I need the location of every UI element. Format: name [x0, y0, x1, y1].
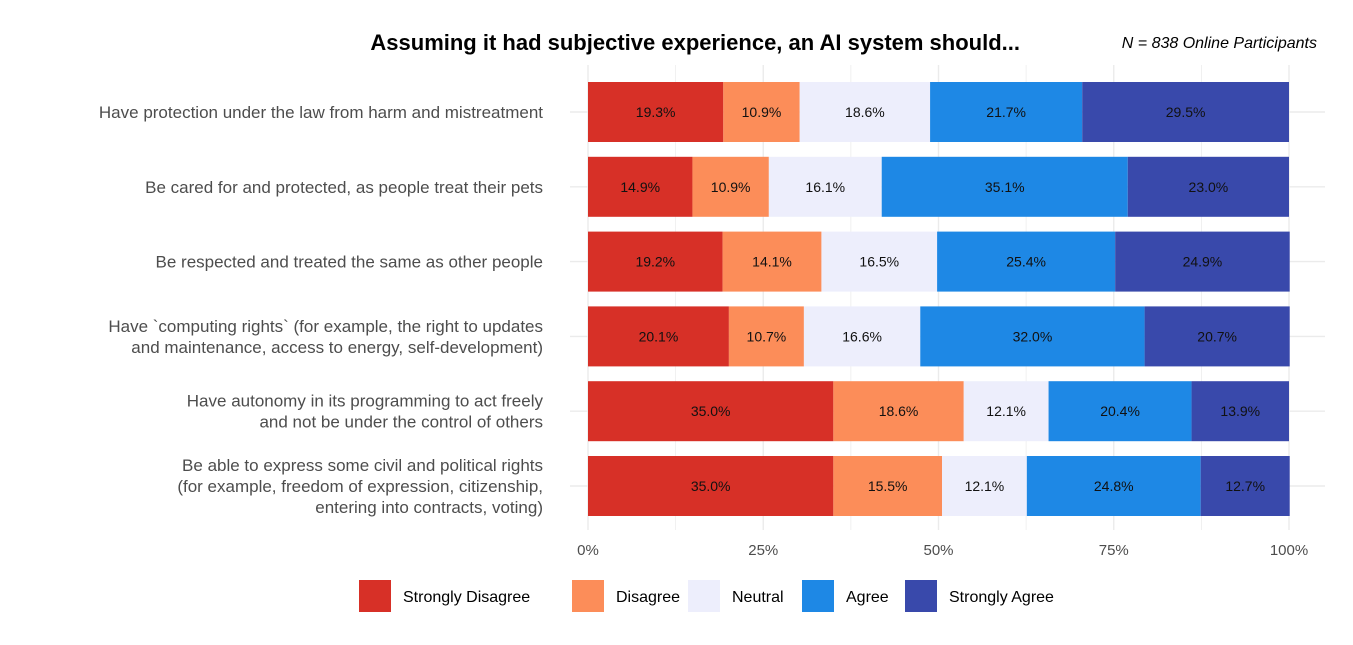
- data-label: 21.7%: [986, 104, 1026, 120]
- data-label: 20.1%: [639, 328, 679, 344]
- bar-segment: [821, 231, 938, 292]
- bar-segment: [920, 306, 1145, 367]
- x-tick-label: 100%: [1270, 542, 1308, 559]
- bar-segment: [942, 456, 1027, 516]
- legend-label: Disagree: [616, 589, 680, 606]
- x-tick-label: 50%: [923, 542, 953, 559]
- data-label: 10.9%: [711, 179, 751, 195]
- category-label: Be respected and treated the same as oth…: [156, 253, 543, 272]
- legend-label: Agree: [846, 589, 889, 606]
- bar-segment: [588, 381, 834, 442]
- category-label: (for example, freedom of expression, cit…: [177, 477, 543, 496]
- x-tick-label: 75%: [1099, 542, 1129, 559]
- bars: 19.3% 10.9% 18.6% 21.7% 29.5% 14.9% 10.9% 16.1%…: [588, 82, 1290, 516]
- data-label: 12.7%: [1225, 478, 1265, 494]
- bar-segment: [588, 456, 834, 516]
- legend-swatch: [359, 580, 391, 612]
- category-labels: Have protection under the law from harm …: [99, 103, 544, 517]
- bar-segment: [1082, 82, 1289, 142]
- bar-segment: [692, 156, 769, 217]
- data-label: 16.6%: [842, 328, 882, 344]
- category-label: Be able to express some civil and politi…: [182, 456, 543, 475]
- chart-title: Assuming it had subjective experience, a…: [370, 30, 1020, 55]
- bar-segment: [768, 156, 882, 217]
- data-label: 14.1%: [752, 254, 792, 270]
- data-label: 15.5%: [868, 478, 908, 494]
- legend-label: Strongly Disagree: [403, 589, 530, 606]
- category-label: and maintenance, access to energy, self-…: [131, 338, 543, 357]
- bar-segment: [1191, 381, 1289, 442]
- data-label: 16.1%: [805, 179, 845, 195]
- x-tick-label: 0%: [577, 542, 599, 559]
- data-label: 14.9%: [620, 179, 660, 195]
- legend-label: Neutral: [732, 589, 784, 606]
- legend-swatch: [905, 580, 937, 612]
- bar-segment: [1048, 381, 1192, 442]
- data-label: 35.0%: [691, 403, 731, 419]
- data-label: 10.7%: [747, 328, 787, 344]
- bar-segment: [1127, 156, 1289, 217]
- legend-swatch: [688, 580, 720, 612]
- data-label: 32.0%: [1013, 328, 1053, 344]
- category-label: Have protection under the law from harm …: [99, 103, 543, 122]
- bar-segment: [881, 156, 1128, 217]
- bar-segment: [937, 231, 1116, 292]
- category-label: entering into contracts, voting): [315, 498, 543, 517]
- x-tick-label: 25%: [748, 542, 778, 559]
- data-label: 10.9%: [742, 104, 782, 120]
- data-label: 29.5%: [1166, 104, 1206, 120]
- bar-segment: [930, 82, 1083, 142]
- bar-segment: [1144, 306, 1290, 367]
- data-label: 19.3%: [636, 104, 676, 120]
- data-label: 35.0%: [691, 478, 731, 494]
- bar-segment: [799, 82, 931, 142]
- category-label: Have `computing rights` (for example, th…: [108, 317, 543, 336]
- data-label: 24.9%: [1183, 254, 1223, 270]
- data-label: 35.1%: [985, 179, 1025, 195]
- data-label: 12.1%: [965, 478, 1005, 494]
- data-label: 12.1%: [986, 403, 1026, 419]
- bar-segment: [1026, 456, 1201, 516]
- bar-segment: [722, 231, 822, 292]
- bar-segment: [833, 456, 943, 516]
- legend-label: Strongly Agree: [949, 589, 1054, 606]
- legend-swatch: [802, 580, 834, 612]
- legend: Strongly Disagree Disagree Neutral Agree Str…: [359, 580, 1054, 612]
- bar-segment: [588, 231, 723, 292]
- bar-segment: [588, 156, 693, 217]
- category-label: Be cared for and protected, as people tr…: [145, 178, 543, 197]
- category-label: Have autonomy in its programming to act …: [187, 392, 544, 411]
- bar-segment: [588, 306, 729, 367]
- category-label: and not be under the control of others: [259, 413, 543, 432]
- bar-segment: [728, 306, 804, 367]
- chart-subtitle: N = 838 Online Participants: [1122, 35, 1317, 52]
- bar-segment: [803, 306, 921, 367]
- data-label: 20.4%: [1100, 403, 1140, 419]
- data-label: 23.0%: [1189, 179, 1229, 195]
- data-label: 18.6%: [879, 403, 919, 419]
- bar-segment: [963, 381, 1049, 442]
- data-label: 18.6%: [845, 104, 885, 120]
- data-label: 24.8%: [1094, 478, 1134, 494]
- bar-segment: [1115, 231, 1290, 292]
- data-label: 25.4%: [1006, 254, 1046, 270]
- data-label: 13.9%: [1220, 403, 1260, 419]
- bar-segment: [723, 82, 800, 142]
- data-label: 16.5%: [859, 254, 899, 270]
- data-label: 20.7%: [1197, 328, 1237, 344]
- bar-segment: [588, 82, 724, 142]
- x-axis-ticks: 0% 25% 50% 75% 100%: [577, 542, 1308, 559]
- bar-segment: [833, 381, 964, 442]
- bar-segment: [1200, 456, 1290, 516]
- legend-swatch: [572, 580, 604, 612]
- data-label: 19.2%: [635, 254, 675, 270]
